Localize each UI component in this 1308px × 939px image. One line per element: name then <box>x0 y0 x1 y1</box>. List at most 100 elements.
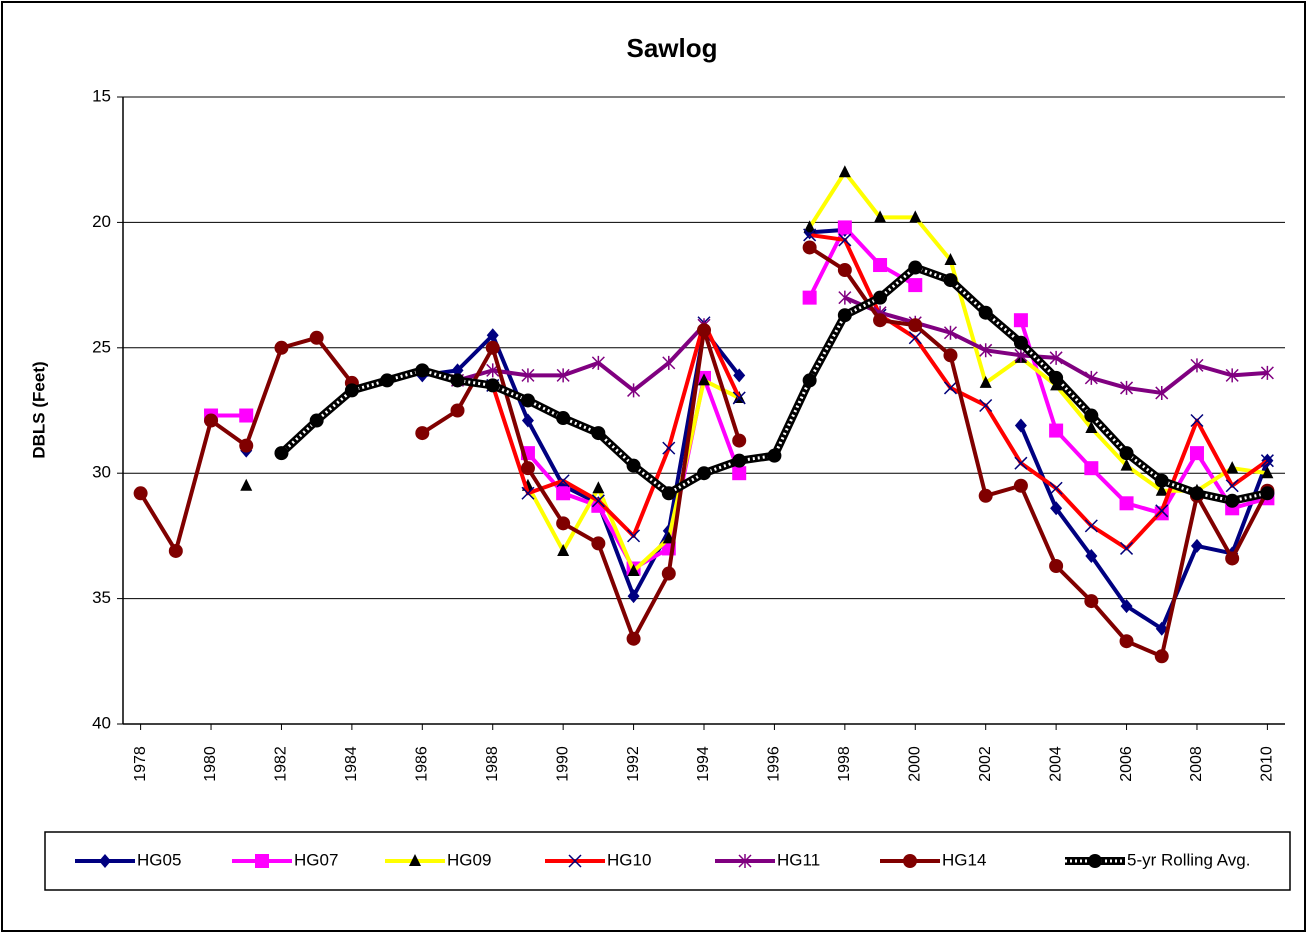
data-point <box>627 564 640 577</box>
data-point <box>1085 421 1098 434</box>
data-point <box>908 260 923 275</box>
data-point <box>627 589 640 604</box>
x-tick-label: 2008 <box>1188 746 1205 782</box>
data-point <box>979 375 992 388</box>
data-point <box>943 273 958 288</box>
data-point <box>838 233 852 247</box>
data-point <box>1155 483 1168 496</box>
data-point <box>1084 519 1098 533</box>
data-point <box>1155 621 1168 636</box>
legend-label: HG11 <box>777 850 820 869</box>
data-point <box>979 398 993 413</box>
data-point <box>698 373 710 386</box>
x-tick-label: 2002 <box>977 746 994 782</box>
data-point <box>485 378 500 393</box>
data-point <box>662 355 676 370</box>
y-tick-label: 30 <box>92 463 111 482</box>
legend-marker <box>409 854 421 866</box>
data-point <box>1120 599 1133 614</box>
data-point <box>274 340 289 355</box>
data-point <box>732 433 747 448</box>
data-point <box>802 290 817 305</box>
x-tick-label: 1982 <box>273 746 290 782</box>
legend-marker <box>1088 854 1102 868</box>
data-point <box>309 413 324 428</box>
data-point <box>521 413 534 428</box>
data-point <box>415 426 430 441</box>
data-point <box>485 340 500 355</box>
data-point <box>1225 493 1240 508</box>
data-point <box>1189 446 1204 461</box>
data-point <box>837 308 852 323</box>
data-point <box>556 368 570 383</box>
data-point <box>1084 408 1099 423</box>
data-point <box>733 368 746 383</box>
data-point <box>627 529 641 543</box>
data-point <box>908 278 923 293</box>
data-point <box>944 253 957 266</box>
data-point <box>309 330 324 345</box>
x-tick-label: 2006 <box>1118 746 1135 782</box>
data-point <box>873 258 888 273</box>
data-point <box>1225 479 1239 493</box>
data-point <box>978 488 993 503</box>
data-point <box>1013 478 1028 493</box>
x-tick-label: 2010 <box>1259 746 1276 782</box>
data-point <box>1119 496 1134 511</box>
data-point <box>1225 551 1240 566</box>
data-point <box>978 305 993 320</box>
data-point <box>168 543 183 558</box>
x-tick-label: 1984 <box>343 746 360 782</box>
data-point <box>1119 446 1134 461</box>
data-point <box>274 446 289 461</box>
x-tick-label: 1988 <box>484 746 501 782</box>
data-point <box>732 466 747 481</box>
legend-marker <box>255 854 269 868</box>
data-point <box>380 373 395 388</box>
data-point <box>556 486 571 501</box>
data-point <box>240 478 253 491</box>
data-point <box>1050 501 1063 516</box>
data-point <box>838 165 851 178</box>
data-point <box>626 458 641 473</box>
data-point <box>1084 370 1098 385</box>
x-tick-label: 1994 <box>695 746 712 782</box>
data-point <box>837 263 852 278</box>
data-point <box>909 210 922 223</box>
data-point <box>239 408 254 423</box>
data-point <box>802 240 817 255</box>
data-point <box>1189 486 1204 501</box>
data-point <box>662 441 676 455</box>
data-point <box>451 363 464 378</box>
data-point <box>874 210 887 223</box>
data-point <box>591 426 606 441</box>
data-point <box>556 411 571 426</box>
data-point <box>1226 461 1239 474</box>
data-point <box>521 486 535 500</box>
data-point <box>591 494 605 508</box>
data-point <box>450 403 465 418</box>
data-point <box>521 368 535 383</box>
data-point <box>1154 649 1169 664</box>
data-point <box>697 323 711 338</box>
data-point <box>697 466 711 481</box>
data-point <box>1014 456 1028 470</box>
y-tick-label: 20 <box>92 212 111 231</box>
data-point <box>1260 454 1274 468</box>
data-point <box>1260 486 1275 501</box>
data-point <box>1119 634 1134 649</box>
data-point <box>520 461 535 476</box>
data-point <box>520 393 535 408</box>
data-point <box>450 373 465 388</box>
x-tick-label: 1998 <box>836 746 853 782</box>
data-point <box>1260 365 1274 380</box>
legend-marker <box>738 854 752 868</box>
legend-label: 5-yr Rolling Avg. <box>1127 850 1250 869</box>
y-tick-label: 40 <box>92 713 111 732</box>
data-point <box>1049 558 1064 573</box>
data-point <box>1013 335 1028 350</box>
data-point <box>802 373 817 388</box>
y-axis-label: DBLS (Feet) <box>29 361 48 458</box>
data-point <box>661 486 676 501</box>
data-point <box>837 220 852 235</box>
